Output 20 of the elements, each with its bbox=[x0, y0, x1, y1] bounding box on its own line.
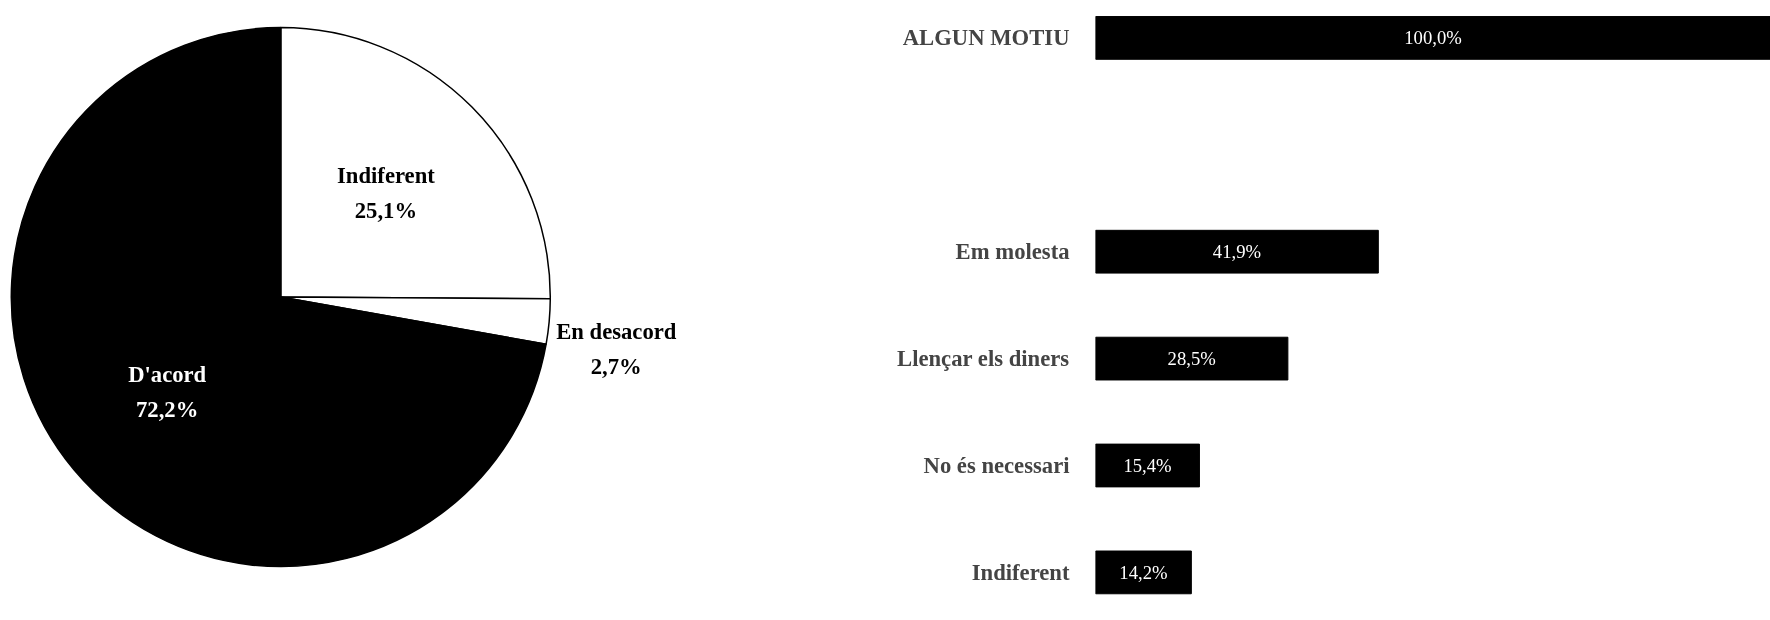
y-tick-label: Em molesta bbox=[955, 239, 1070, 265]
data-label: 28,5% bbox=[1167, 348, 1216, 370]
bar bbox=[1095, 336, 1289, 381]
data-label: 15,4% bbox=[1123, 455, 1172, 476]
data-label: 2,7% bbox=[590, 354, 642, 380]
data-label: 25,1% bbox=[354, 197, 418, 223]
data-label: 100,0% bbox=[1404, 27, 1462, 49]
slice-label: D'acord bbox=[128, 362, 207, 388]
y-tick-label: ALGUN MOTIU bbox=[902, 25, 1070, 51]
data-label: 14,2% bbox=[1119, 561, 1168, 583]
y-tick-label: No és necessari bbox=[923, 453, 1070, 478]
data-label: 72,2% bbox=[136, 397, 199, 423]
bar bbox=[1095, 550, 1192, 595]
bar bbox=[1095, 229, 1379, 274]
slice-label: En desacord bbox=[556, 319, 677, 345]
data-label: 41,9% bbox=[1212, 241, 1262, 263]
y-tick-label: Indiferent bbox=[971, 559, 1070, 585]
y-tick-label: Llençar els diners bbox=[897, 346, 1070, 372]
slice-label: Indiferent bbox=[337, 162, 436, 188]
bar bbox=[1095, 443, 1200, 488]
